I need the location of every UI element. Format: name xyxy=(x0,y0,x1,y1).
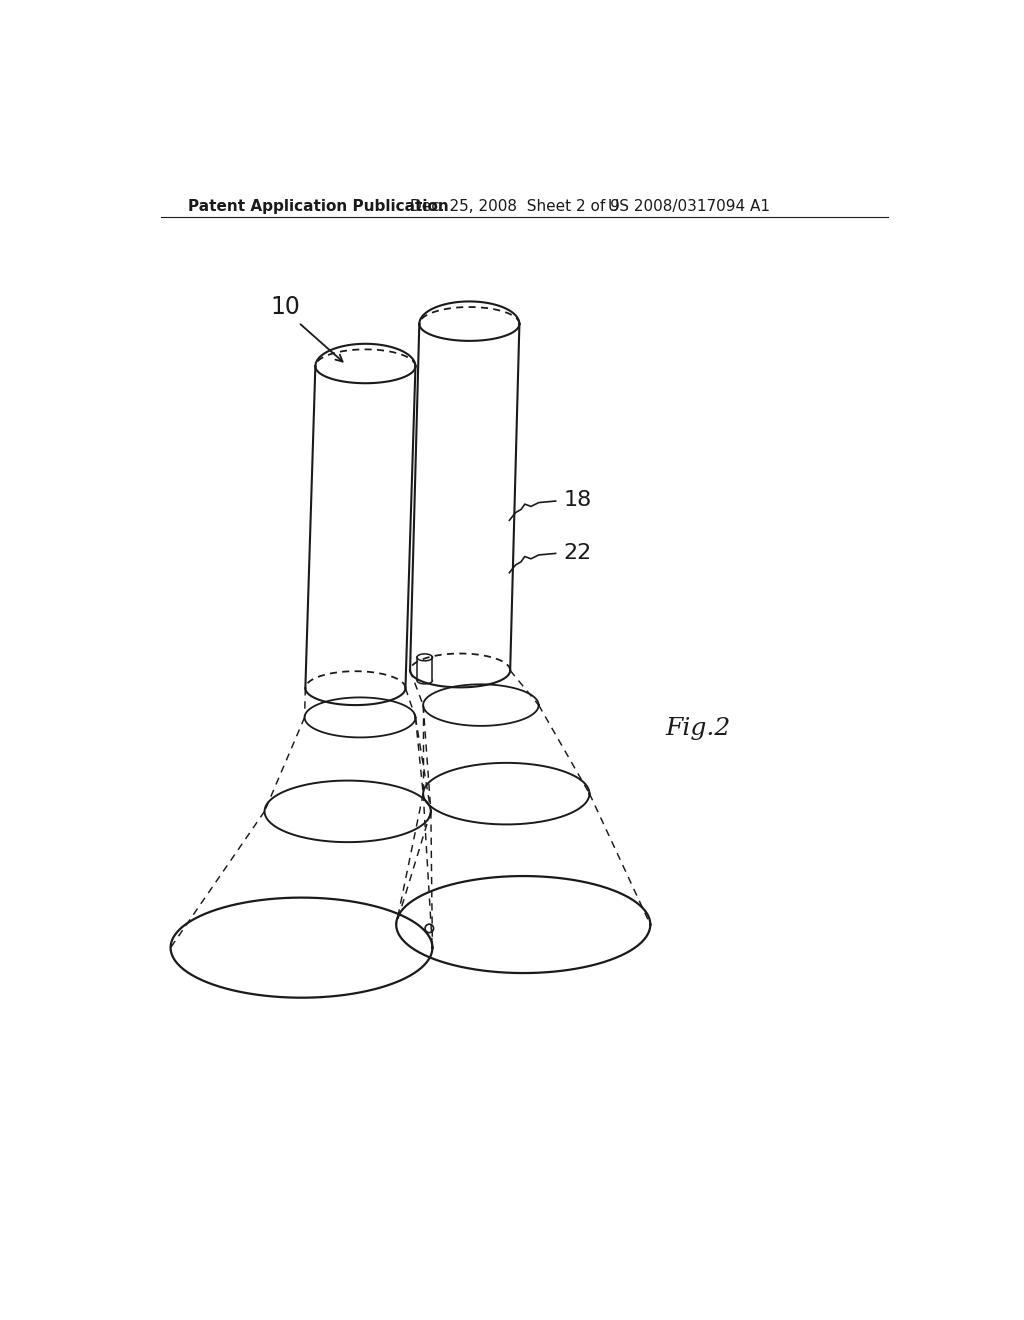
Text: 22: 22 xyxy=(563,544,592,564)
Text: Patent Application Publication: Patent Application Publication xyxy=(188,198,450,214)
Text: US 2008/0317094 A1: US 2008/0317094 A1 xyxy=(608,198,770,214)
Text: Fig.2: Fig.2 xyxy=(666,717,731,739)
Text: 10: 10 xyxy=(270,294,301,319)
Text: 18: 18 xyxy=(563,490,592,510)
Text: Dec. 25, 2008  Sheet 2 of 9: Dec. 25, 2008 Sheet 2 of 9 xyxy=(410,198,620,214)
